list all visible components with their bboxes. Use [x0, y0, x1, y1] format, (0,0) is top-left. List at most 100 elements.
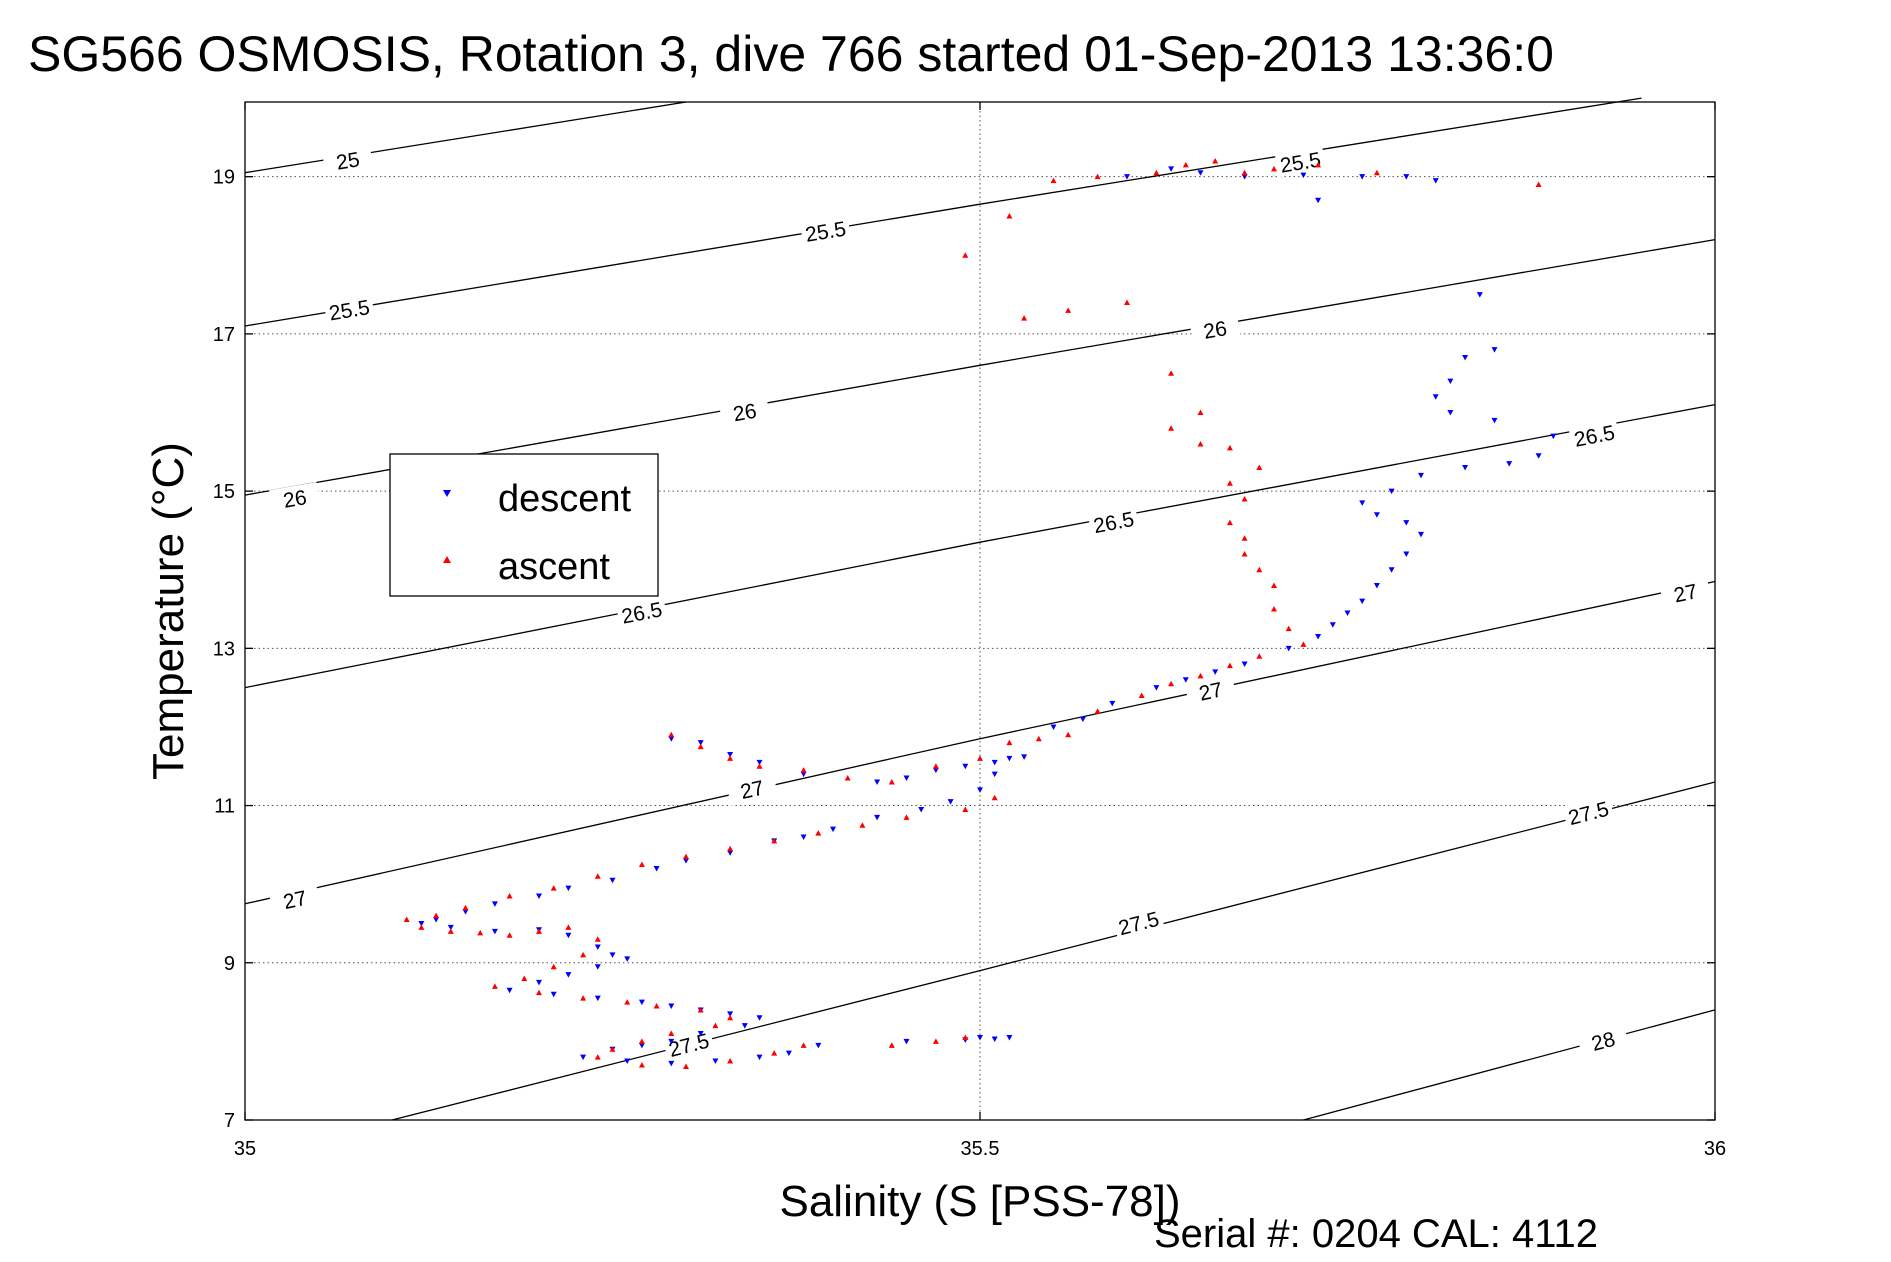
ascent-point: [447, 928, 454, 934]
descent-point: [1315, 197, 1322, 204]
ascent-point: [756, 763, 763, 769]
descent-point: [1329, 622, 1336, 628]
descent-point: [1506, 461, 1513, 467]
descent-point: [874, 779, 881, 785]
descent-point: [903, 1038, 910, 1045]
descent-point: [624, 956, 631, 962]
descent-point: [491, 901, 498, 907]
ascent-point: [771, 837, 778, 844]
legend-ascent-label: ascent: [498, 546, 610, 588]
ascent-point: [1241, 535, 1248, 541]
descent-point: [697, 740, 704, 746]
ascent-point: [1535, 181, 1542, 188]
descent-point: [1535, 453, 1542, 459]
descent-point: [462, 909, 469, 915]
contour-label: 26: [731, 400, 758, 427]
ascent-point: [1373, 169, 1380, 176]
descent-point: [1241, 661, 1248, 668]
ascent-point: [1197, 440, 1204, 447]
ascent-point: [433, 912, 440, 919]
descent-point: [609, 952, 616, 958]
isopycnal-28: [1303, 1009, 1716, 1121]
descent-point: [830, 826, 836, 833]
descent-point: [536, 893, 542, 899]
ascent-point: [1094, 708, 1101, 714]
ascent-point: [565, 924, 572, 930]
ascent-point: [977, 755, 983, 761]
contour-label-bg: [1274, 145, 1326, 178]
y-axis-ticks: 7 9 11 13 15 17 19: [213, 167, 1715, 1132]
ascent-point: [403, 916, 410, 923]
descent-point: [903, 775, 910, 782]
contour-label-bg: [268, 882, 321, 916]
descent-point: [785, 1050, 792, 1057]
ascent-point: [506, 892, 513, 899]
contour-label: 27.5: [1116, 908, 1161, 940]
contour-label-bg: [1087, 505, 1140, 538]
descent-point: [1550, 433, 1557, 440]
isopycnal-26.5: [244, 403, 1716, 689]
descent-point: [800, 771, 807, 778]
contour-label-bg: [269, 482, 321, 514]
descent-point: [668, 736, 675, 742]
ascent-point: [859, 822, 866, 828]
ascent-point: [594, 1054, 601, 1060]
ascent-point: [668, 731, 675, 738]
descent-point: [874, 814, 881, 821]
contour-label-bg: [1568, 418, 1621, 452]
descent-point: [668, 1060, 675, 1067]
ascent-series: [403, 157, 1542, 1070]
x-axis-ticks: 35 35.5 36: [234, 102, 1726, 1160]
descent-point: [1476, 292, 1483, 298]
descent-point: [991, 771, 998, 778]
ascent-point: [550, 963, 557, 970]
ascent-point: [683, 853, 689, 860]
ascent-point: [609, 1046, 616, 1052]
descent-point: [1403, 551, 1410, 558]
descent-point: [580, 1054, 587, 1061]
contour-label: 27.5: [1566, 798, 1611, 830]
ascent-point: [962, 806, 969, 812]
ascent-point: [1300, 641, 1307, 647]
descent-point: [1418, 472, 1424, 479]
ascent-point: [1168, 370, 1175, 376]
y-tick-label: 19: [213, 167, 235, 189]
ascent-point: [638, 1061, 645, 1068]
descent-point: [756, 1054, 763, 1061]
descent-point: [1168, 166, 1175, 172]
ascent-point: [521, 975, 528, 982]
descent-point: [447, 924, 454, 931]
contour-label-bg: [1184, 673, 1237, 708]
ascent-point: [1271, 606, 1277, 612]
ascent-point: [683, 1063, 689, 1070]
ascent-point: [1285, 625, 1292, 632]
ascent-point: [1271, 165, 1277, 172]
ascent-point: [1226, 480, 1233, 486]
descent-point: [1153, 685, 1160, 691]
ascent-point: [580, 995, 587, 1001]
ascent-point: [800, 1042, 807, 1048]
ascent-point: [1241, 495, 1248, 502]
ascent-point: [888, 1042, 895, 1048]
ascent-point: [932, 763, 939, 769]
legend: descent ascent: [389, 453, 659, 597]
descent-point: [712, 1058, 719, 1065]
contour-label-bg: [615, 595, 668, 629]
descent-point: [1388, 567, 1395, 573]
descent-point: [491, 928, 498, 935]
descent-point: [977, 1034, 983, 1041]
isopycnal-25.5: [244, 97, 1642, 327]
y-tick-label: 7: [224, 1110, 235, 1132]
descent-point: [977, 787, 983, 793]
descent-point: [1212, 669, 1219, 675]
descent-point: [727, 751, 734, 758]
descent-point: [932, 767, 939, 774]
contour-label-bg: [1112, 904, 1165, 941]
ascent-point: [594, 873, 601, 879]
descent-point: [653, 865, 660, 872]
ascent-point: [491, 983, 498, 989]
ascent-point: [550, 885, 557, 891]
contour-label-bg: [718, 395, 771, 428]
y-tick-label: 17: [213, 324, 235, 346]
